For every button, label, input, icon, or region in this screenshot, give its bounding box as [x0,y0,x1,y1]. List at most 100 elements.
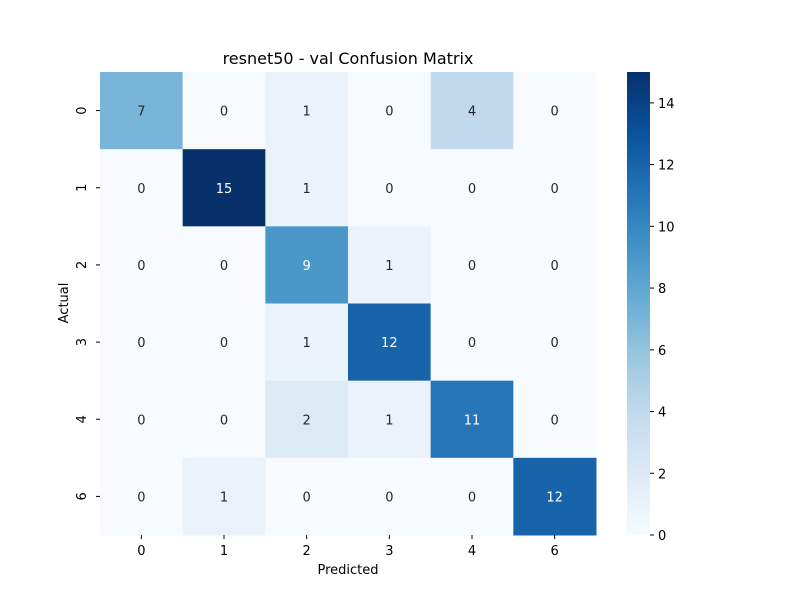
cell-value-label: 7 [137,105,145,120]
cell-value-label: 0 [137,259,145,274]
x-tick-label: 6 [551,544,559,559]
cell-value-label: 12 [546,490,563,505]
x-tick-label: 2 [303,544,311,559]
chart-title: resnet50 - val Confusion Matrix [223,49,474,68]
heatmap-cell [513,226,597,304]
cell-value-label: 15 [216,182,233,197]
cell-value-label: 0 [468,182,476,197]
cell-value-label: 0 [468,490,476,505]
cell-value-label: 1 [303,336,311,351]
heatmap-cell [430,72,514,150]
cell-value-label: 0 [385,182,393,197]
cell-value-label: 1 [220,490,228,505]
heatmap-cell [265,380,349,459]
cell-value-label: 0 [551,259,559,274]
cell-value-label: 0 [220,259,228,274]
heatmap-cell [182,380,266,459]
cell-value-label: 11 [464,413,481,428]
heatmap-cell [513,457,597,536]
colorbar-ticks: 0 2 4 6 8 10 12 14 [650,97,675,544]
cell-value-label: 4 [468,105,476,120]
colorbar-tick-label: 0 [658,529,666,544]
cell-value-label: 0 [468,336,476,351]
heatmap-cell [100,457,184,536]
heatmap-cell-labels: 7 0 1 0 4 00 15 1 0 0 00 0 9 1 0 00 0 1 12 0 00 0 2 1 11 00 1 0 0 0 12 [137,105,563,506]
cell-value-label: 0 [137,413,145,428]
y-axis-ticks: 0 1 2 3 4 6 [75,106,100,501]
cell-value-label: 12 [381,336,398,351]
heatmap-cell [182,149,266,227]
cell-value-label: 0 [303,490,311,505]
heatmap-cell [430,303,514,382]
heatmap-cell [100,226,184,304]
y-tick-label: 4 [75,415,90,423]
cell-value-label: 0 [220,336,228,351]
heatmap-cell [348,303,432,382]
cell-value-label: 1 [385,413,393,428]
y-tick-label: 2 [75,261,90,269]
heatmap-cell [265,72,349,150]
heatmap-cell [265,149,349,227]
cell-value-label: 9 [303,259,311,274]
heatmap-cell [100,303,184,382]
heatmap-cell [100,149,184,227]
heatmap-cell [182,226,266,304]
cell-value-label: 2 [303,413,311,428]
x-tick-label: 0 [137,544,145,559]
cell-value-label: 1 [385,259,393,274]
heatmap-cell [100,72,184,150]
cell-value-label: 0 [137,490,145,505]
y-tick-label: 3 [75,338,90,346]
heatmap-cell [265,303,349,382]
y-tick-label: 6 [75,492,90,500]
colorbar-tick-label: 12 [658,159,675,174]
heatmap-cell [265,457,349,536]
heatmap-cell [430,457,514,536]
x-axis-ticks: 0 1 2 3 4 6 [137,535,559,559]
cell-value-label: 0 [551,105,559,120]
cell-value-label: 0 [137,182,145,197]
heatmap-cell [430,149,514,227]
y-tick-label: 1 [75,184,90,192]
cell-value-label: 0 [468,259,476,274]
heatmap-cell [265,226,349,304]
colorbar [627,72,650,535]
x-tick-label: 1 [220,544,228,559]
colorbar-tick-label: 10 [658,220,675,235]
cell-value-label: 0 [551,182,559,197]
cell-value-label: 1 [303,182,311,197]
cell-value-label: 0 [551,413,559,428]
heatmap-cell [182,303,266,382]
heatmap-cell [182,457,266,536]
heatmap-cell [348,72,432,150]
cell-value-label: 1 [303,105,311,120]
heatmap-cell [348,226,432,304]
heatmap-cell [348,457,432,536]
cell-value-label: 0 [385,490,393,505]
heatmap-cell [348,149,432,227]
heatmap-cell [513,72,597,150]
colorbar-tick-label: 6 [658,344,666,359]
x-tick-label: 3 [385,544,393,559]
heatmap-cell [100,380,184,459]
heatmap-cells [100,72,597,536]
heatmap-cell [430,380,514,459]
y-axis-label: Actual [57,283,72,324]
heatmap-cell [513,380,597,459]
colorbar-tick-label: 14 [658,97,675,112]
heatmap-cell [182,72,266,150]
heatmap-cell [348,380,432,459]
colorbar-tick-label: 2 [658,467,666,482]
cell-value-label: 0 [137,336,145,351]
heatmap-cell [513,303,597,382]
x-axis-label: Predicted [317,563,378,578]
x-tick-label: 4 [468,544,476,559]
y-tick-label: 0 [75,106,90,114]
cell-value-label: 0 [220,413,228,428]
cell-value-label: 0 [385,105,393,120]
cell-value-label: 0 [220,105,228,120]
heatmap-cell [430,226,514,304]
colorbar-tick-label: 4 [658,406,666,421]
colorbar-tick-label: 8 [658,282,666,297]
